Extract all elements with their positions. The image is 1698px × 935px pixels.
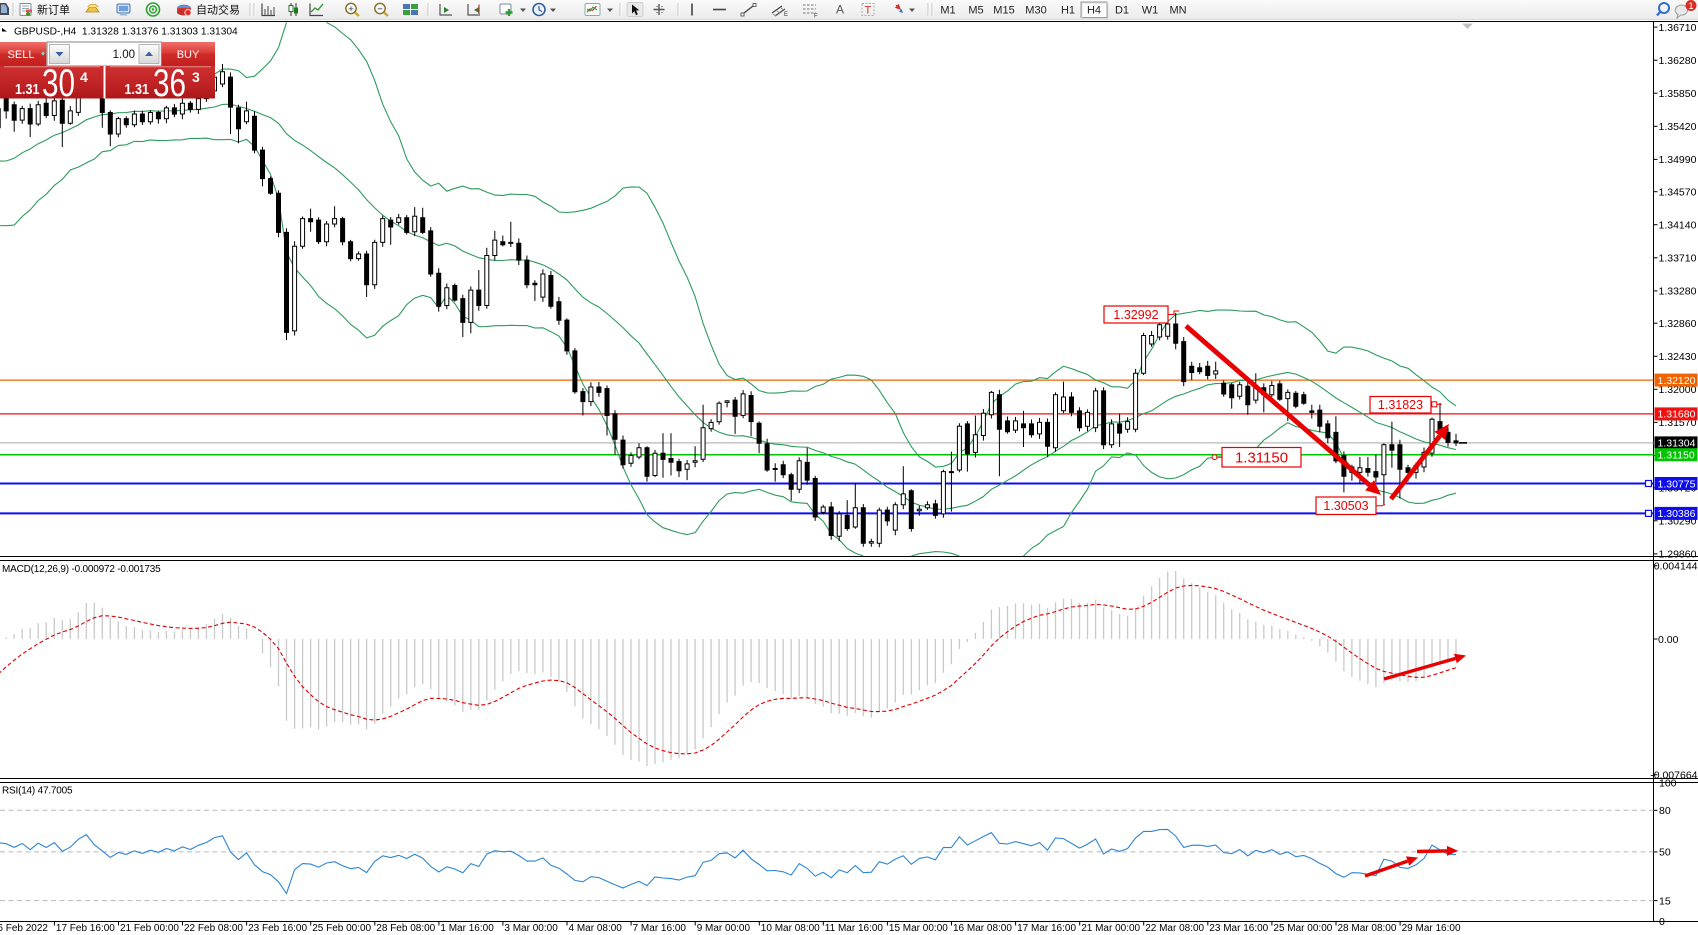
svg-text:15: 15 bbox=[1659, 895, 1671, 907]
svg-text:SELL: SELL bbox=[8, 49, 35, 61]
svg-text:MACD(12,26,9) -0.000972 -0.001: MACD(12,26,9) -0.000972 -0.001735 bbox=[2, 564, 161, 575]
svg-text:1.30775: 1.30775 bbox=[1658, 478, 1696, 490]
svg-text:7 Mar 16:00: 7 Mar 16:00 bbox=[633, 923, 687, 934]
svg-text:1.32000: 1.32000 bbox=[1659, 384, 1697, 396]
svg-text:RSI(14) 47.7005: RSI(14) 47.7005 bbox=[2, 786, 73, 797]
svg-text:1.36710: 1.36710 bbox=[1659, 22, 1697, 34]
svg-text:10 Mar 08:00: 10 Mar 08:00 bbox=[761, 923, 820, 934]
svg-text:3: 3 bbox=[192, 69, 200, 85]
svg-text:M30: M30 bbox=[1025, 5, 1046, 17]
svg-text:17 Feb 16:00: 17 Feb 16:00 bbox=[56, 923, 115, 934]
svg-text:29 Mar 16:00: 29 Mar 16:00 bbox=[1402, 923, 1461, 934]
svg-text:1.31150: 1.31150 bbox=[1658, 450, 1695, 462]
svg-text:36: 36 bbox=[153, 62, 186, 105]
svg-text:1.34570: 1.34570 bbox=[1659, 187, 1697, 199]
svg-text:1.32860: 1.32860 bbox=[1659, 318, 1697, 330]
svg-text:1.32430: 1.32430 bbox=[1659, 351, 1697, 363]
svg-text:1.31: 1.31 bbox=[125, 82, 150, 98]
svg-text:80: 80 bbox=[1659, 805, 1671, 817]
svg-text:M1: M1 bbox=[940, 5, 955, 17]
svg-text:21 Mar 00:00: 21 Mar 00:00 bbox=[1081, 923, 1140, 934]
svg-text:9 Mar 00:00: 9 Mar 00:00 bbox=[697, 923, 751, 934]
svg-text:1.31680: 1.31680 bbox=[1658, 409, 1696, 421]
svg-text:1: 1 bbox=[1688, 1, 1693, 11]
svg-text:11 Mar 16:00: 11 Mar 16:00 bbox=[825, 923, 884, 934]
svg-text:4: 4 bbox=[80, 69, 88, 85]
svg-text:1.35850: 1.35850 bbox=[1659, 88, 1697, 100]
svg-text:25 Mar 00:00: 25 Mar 00:00 bbox=[1273, 923, 1332, 934]
svg-text:16 Mar 08:00: 16 Mar 08:00 bbox=[953, 923, 1012, 934]
svg-text:1.36280: 1.36280 bbox=[1659, 55, 1697, 67]
svg-text:3 Mar 00:00: 3 Mar 00:00 bbox=[504, 923, 558, 934]
svg-text:0.00: 0.00 bbox=[1658, 634, 1679, 646]
svg-text:E: E bbox=[784, 12, 788, 18]
svg-text:1.30503: 1.30503 bbox=[1323, 499, 1368, 513]
svg-text:28 Mar 08:00: 28 Mar 08:00 bbox=[1338, 923, 1397, 934]
svg-text:新订单: 新订单 bbox=[37, 3, 70, 17]
svg-text:1.35420: 1.35420 bbox=[1659, 121, 1697, 133]
svg-text:30: 30 bbox=[42, 62, 75, 105]
svg-text:15 Mar 00:00: 15 Mar 00:00 bbox=[889, 923, 948, 934]
svg-text:BUY: BUY bbox=[177, 49, 200, 61]
svg-text:1.00: 1.00 bbox=[113, 49, 135, 61]
svg-text:17 Mar 16:00: 17 Mar 16:00 bbox=[1017, 923, 1076, 934]
svg-text:1.33710: 1.33710 bbox=[1659, 253, 1697, 265]
svg-text:H4: H4 bbox=[1087, 5, 1101, 17]
svg-text:23 Mar 16:00: 23 Mar 16:00 bbox=[1209, 923, 1268, 934]
svg-text:MN: MN bbox=[1169, 5, 1186, 17]
svg-text:+: + bbox=[348, 4, 354, 15]
svg-text:100: 100 bbox=[1659, 777, 1677, 789]
svg-text:H1: H1 bbox=[1061, 5, 1075, 17]
svg-text:GBPUSD-,H4 1.31328 1.31376 1.: GBPUSD-,H4 1.31328 1.31376 1.31303 1.313… bbox=[14, 27, 238, 38]
svg-text:W1: W1 bbox=[1142, 5, 1159, 17]
svg-text:1.31: 1.31 bbox=[15, 82, 40, 98]
svg-text:1.32120: 1.32120 bbox=[1658, 375, 1696, 387]
svg-text:1.34140: 1.34140 bbox=[1659, 220, 1697, 232]
svg-text:16 Feb 2022: 16 Feb 2022 bbox=[0, 923, 48, 934]
svg-text:0: 0 bbox=[1659, 916, 1665, 928]
svg-text:0.004144: 0.004144 bbox=[1654, 561, 1698, 573]
svg-text:22 Feb 08:00: 22 Feb 08:00 bbox=[184, 923, 243, 934]
svg-text:−: − bbox=[377, 4, 383, 15]
svg-text:F: F bbox=[814, 14, 818, 20]
svg-text:T: T bbox=[865, 5, 872, 17]
svg-text:21 Feb 00:00: 21 Feb 00:00 bbox=[120, 923, 179, 934]
svg-text:50: 50 bbox=[1659, 847, 1671, 859]
svg-text:22 Mar 08:00: 22 Mar 08:00 bbox=[1145, 923, 1204, 934]
svg-text:1 Mar 16:00: 1 Mar 16:00 bbox=[440, 923, 494, 934]
svg-text:1.31150: 1.31150 bbox=[1235, 450, 1288, 467]
svg-text:D1: D1 bbox=[1115, 5, 1129, 17]
svg-text:28 Feb 08:00: 28 Feb 08:00 bbox=[376, 923, 435, 934]
svg-text:1.34990: 1.34990 bbox=[1659, 154, 1697, 166]
svg-text:自动交易: 自动交易 bbox=[196, 3, 240, 17]
svg-text:M15: M15 bbox=[993, 5, 1014, 17]
svg-text:1.32992: 1.32992 bbox=[1113, 308, 1158, 322]
svg-text:23 Feb 16:00: 23 Feb 16:00 bbox=[248, 923, 307, 934]
svg-text:1.31304: 1.31304 bbox=[1658, 438, 1696, 450]
svg-text:4 Mar 08:00: 4 Mar 08:00 bbox=[569, 923, 623, 934]
svg-text:1.30386: 1.30386 bbox=[1658, 508, 1696, 520]
svg-text:M5: M5 bbox=[968, 5, 983, 17]
svg-text:1.33280: 1.33280 bbox=[1659, 286, 1697, 298]
svg-text:25 Feb 00:00: 25 Feb 00:00 bbox=[312, 923, 371, 934]
svg-text:1.31823: 1.31823 bbox=[1378, 398, 1423, 412]
svg-text:A: A bbox=[836, 3, 844, 17]
svg-text:-0.007664: -0.007664 bbox=[1650, 770, 1697, 782]
svg-text:1.29860: 1.29860 bbox=[1659, 549, 1697, 561]
